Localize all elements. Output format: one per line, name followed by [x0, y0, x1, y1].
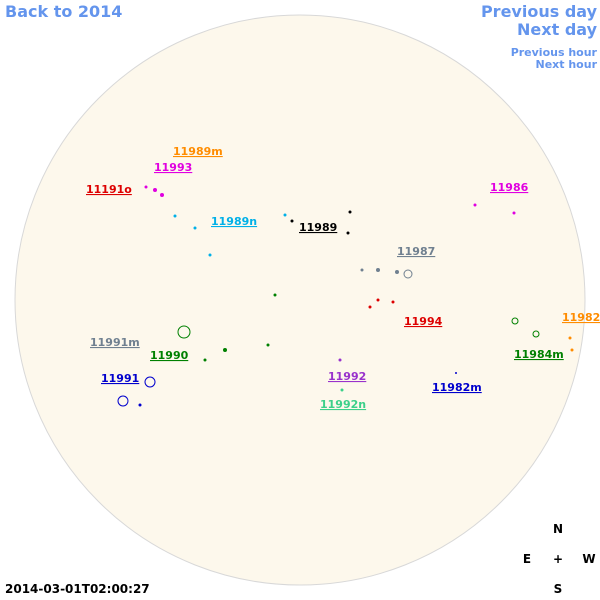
compass-center: +	[553, 552, 563, 566]
region-label[interactable]: 11992	[328, 370, 366, 383]
region-label[interactable]: 11990	[150, 349, 189, 362]
solar-disk	[14, 14, 586, 586]
previous-day-link[interactable]: Previous day	[481, 2, 598, 21]
spots	[117, 185, 574, 407]
region-label[interactable]: 11982	[562, 311, 600, 324]
region-label[interactable]: 11986	[490, 181, 529, 194]
region-label[interactable]: 11991m	[90, 336, 140, 349]
region-label[interactable]: 11982m	[432, 381, 482, 394]
compass-east: E	[523, 552, 531, 566]
back-link[interactable]: Back to 2014	[5, 2, 122, 21]
region-label[interactable]: 11993	[154, 161, 192, 174]
region-label[interactable]: 11992n	[320, 398, 366, 411]
region-label[interactable]: 11989m	[173, 145, 223, 158]
compass-west: W	[582, 552, 595, 566]
next-hour-link[interactable]: Next hour	[536, 58, 598, 71]
timestamp: 2014-03-01T02:00:27	[5, 582, 150, 596]
region-label[interactable]: 11984m	[514, 348, 564, 361]
next-day-link[interactable]: Next day	[517, 20, 598, 39]
region-label[interactable]: 11989n	[211, 215, 257, 228]
region-label[interactable]: 11989	[299, 221, 337, 234]
compass-north: N	[553, 522, 563, 536]
compass-south: S	[554, 582, 563, 596]
region-label[interactable]: 11191o	[86, 183, 132, 196]
previous-hour-link[interactable]: Previous hour	[511, 46, 598, 59]
region-label[interactable]: 11994	[404, 315, 443, 328]
region-label[interactable]: 11987	[397, 245, 435, 258]
region-label[interactable]: 11991	[101, 372, 139, 385]
